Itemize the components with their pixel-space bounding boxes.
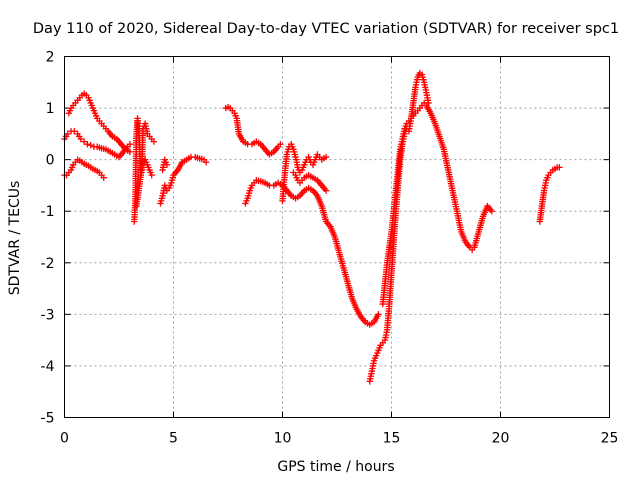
y-tick-label: 2 [46,50,55,66]
x-tick-label: 20 [492,431,510,447]
data-point [80,138,88,145]
y-axis-label: SDTVAR / TECUs [7,181,23,296]
data-point [322,153,330,161]
data-point [488,208,495,215]
data-point [163,161,171,168]
data-point [277,140,284,148]
grid [64,56,610,418]
data-point [126,148,134,156]
plot-frame [64,56,610,418]
data-point [150,138,158,145]
data-point [126,140,134,148]
axis-ticks: 0 5 10 15 20 25 -5 -4 -3 -2 -1 0 1 2 [41,50,619,447]
y-tick-label: -5 [41,411,55,427]
y-tick-label: 0 [46,153,55,169]
data-point [77,135,85,143]
x-tick-label: 15 [383,431,401,447]
data-point [100,174,107,181]
chart-title: Day 110 of 2020, Sidereal Day-to-day VTE… [33,21,619,37]
data-points [61,69,563,385]
x-tick-label: 5 [169,431,178,447]
data-point [375,311,382,318]
y-tick-label: -4 [41,359,55,375]
data-point [148,171,155,179]
data-point [322,187,330,194]
data-point [64,130,71,138]
y-tick-label: -1 [41,204,55,220]
x-tick-label: 25 [601,431,619,447]
data-point [71,128,78,135]
y-tick-label: -2 [41,256,55,272]
x-axis-label: GPS time / hours [277,459,394,475]
data-point [556,164,563,171]
x-tick-label: 10 [274,431,292,447]
x-tick-label: 0 [60,431,69,447]
data-point [84,140,91,148]
data-point [203,159,210,166]
y-tick-label: 1 [46,101,55,117]
y-tick-label: -3 [41,307,55,323]
data-point [87,142,94,149]
